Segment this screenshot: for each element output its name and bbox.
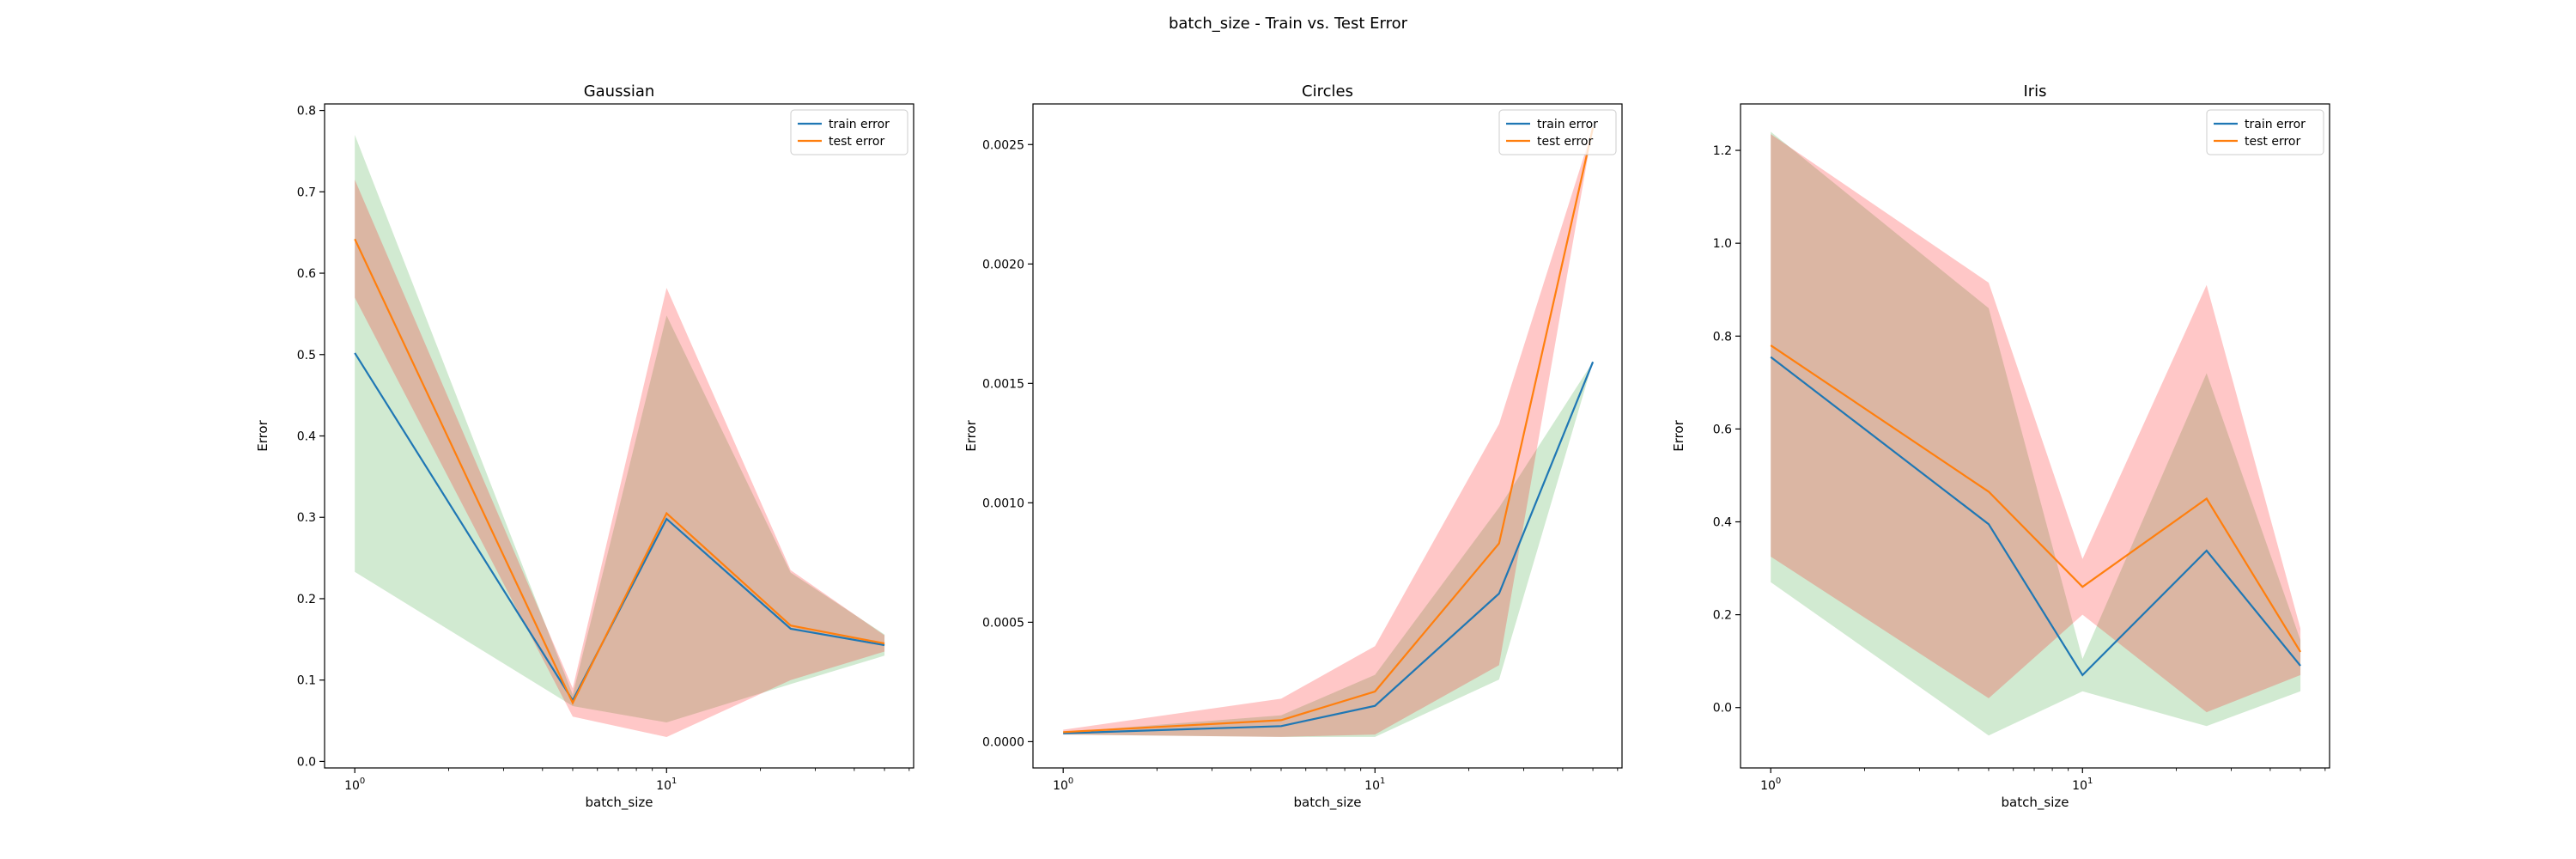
y-tick-label: 0.1 — [297, 674, 316, 688]
y-tick-label: 0.4 — [1713, 516, 1732, 530]
legend-box — [790, 109, 908, 155]
y-tick-label: 0.2 — [297, 593, 316, 606]
subplot-iris: 0.0 0.2 0.4 0.6 0.8 1.0 1.2 100 101 Iris batch_siz… — [1671, 82, 2330, 811]
legend: train error test error — [1498, 109, 1617, 155]
band-test-error — [1771, 134, 2301, 713]
x-axis-label: batch_size — [2002, 795, 2069, 811]
y-tick-label: 0.6 — [1713, 423, 1732, 436]
band-train-error — [1771, 131, 2301, 736]
subplot-title: Circles — [1302, 82, 1353, 101]
y-tick-label: 0.3 — [297, 511, 316, 525]
legend-entry: test error — [2245, 135, 2300, 149]
y-tick-label: 0.0000 — [982, 735, 1024, 749]
series-line-test-error — [354, 238, 885, 705]
y-axis-label: Error — [963, 419, 979, 451]
series-line-test-error — [1063, 127, 1595, 734]
x-axis-label: batch_size — [586, 795, 653, 811]
band-test-error — [1063, 127, 1594, 737]
axes-frame — [1032, 103, 1623, 769]
y-tick-label: 0.0020 — [982, 258, 1024, 271]
subplot-gaussian: 0.0 0.1 0.2 0.3 0.4 0.5 0.6 0.7 0.8 100 101 Gaussia… — [255, 82, 914, 811]
x-tick-label: 101 — [656, 777, 677, 793]
y-tick-label: 0.0 — [297, 755, 316, 769]
legend-entry: train error — [1537, 118, 1598, 131]
y-tick-label: 0.0015 — [982, 377, 1024, 391]
y-tick-label: 0.7 — [297, 186, 316, 199]
x-tick-label: 101 — [1364, 777, 1385, 793]
y-axis-label: Error — [1671, 419, 1686, 451]
y-tick-label: 0.5 — [297, 349, 316, 362]
y-axis-label: Error — [255, 419, 270, 451]
legend: train error test error — [790, 109, 908, 155]
y-tick-label: 0.0005 — [982, 616, 1024, 630]
legend-box — [2206, 109, 2324, 155]
band-train-error — [1063, 362, 1594, 737]
x-axis-label: batch_size — [1294, 795, 1362, 811]
subplot-title: Gaussian — [584, 82, 655, 101]
y-tick-label: 0.4 — [297, 430, 316, 444]
band-test-error — [355, 180, 885, 738]
subplot-circles: 0.0000 0.0005 0.0010 0.0015 0.0020 0.0025 100 1… — [963, 82, 1623, 811]
y-tick-label: 0.6 — [297, 267, 316, 281]
legend-entry: train error — [2245, 118, 2306, 131]
x-tick-label: 100 — [1760, 777, 1781, 793]
y-tick-label: 0.8 — [297, 105, 316, 119]
legend-box — [1498, 109, 1617, 155]
figure-suptitle: batch_size - Train vs. Test Error — [1169, 15, 1408, 33]
x-tick-label: 101 — [2072, 777, 2093, 793]
legend-entry: test error — [829, 135, 884, 149]
y-tick-label: 0.0010 — [982, 497, 1024, 510]
y-tick-label: 0.8 — [1713, 330, 1732, 344]
y-tick-label: 0.2 — [1713, 609, 1732, 623]
y-tick-label: 1.0 — [1713, 237, 1732, 251]
series-line-train-error — [1770, 356, 2301, 677]
y-tick-label: 0.0025 — [982, 138, 1024, 152]
series-line-train-error — [1063, 361, 1595, 734]
x-tick-label: 100 — [344, 777, 365, 793]
legend-entry: train error — [829, 118, 890, 131]
legend-entry: test error — [1537, 135, 1593, 149]
series-line-test-error — [1770, 344, 2302, 653]
y-tick-label: 1.2 — [1713, 144, 1732, 158]
subplot-title: Iris — [2023, 82, 2046, 101]
legend: train error test error — [2206, 109, 2324, 155]
band-train-error — [355, 135, 885, 722]
y-tick-label: 0.0 — [1713, 702, 1732, 716]
axes-frame — [1740, 103, 2330, 769]
series-line-train-error — [354, 352, 885, 703]
x-tick-label: 100 — [1053, 777, 1073, 793]
